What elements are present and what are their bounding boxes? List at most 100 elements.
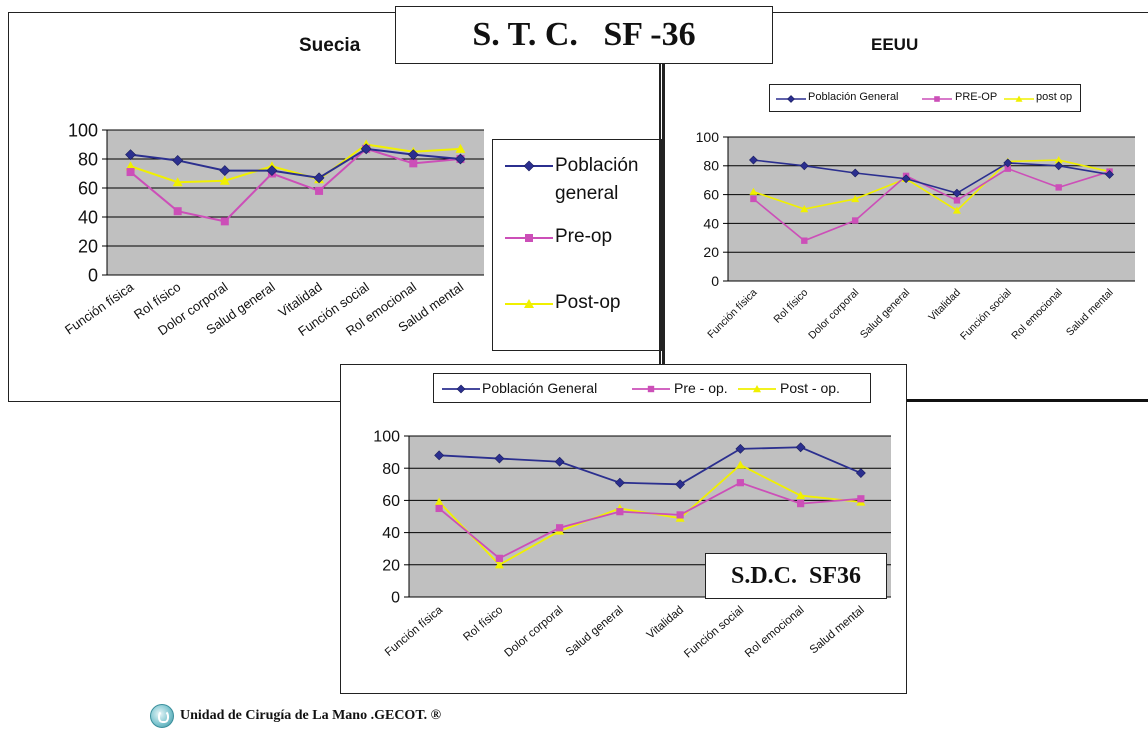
main-title: S. T. C. SF -36 — [472, 16, 696, 53]
data-point-general-sdc — [494, 453, 505, 464]
legend-item-pre-suecia: Pre-op — [555, 226, 613, 247]
legend-item-pre-eeuu: PRE-OP — [955, 91, 998, 103]
data-point-general-sdc — [675, 479, 686, 490]
data-point-general-sdc — [735, 443, 746, 454]
x-tick-label-eeuu: Salud mental — [1064, 287, 1116, 339]
footer: Unidad de Cirugía de La Mano .GECOT. ® — [150, 704, 441, 728]
x-tick-label-eeuu: Función física — [705, 287, 759, 341]
legend-item-post-suecia: Post-op — [555, 292, 621, 313]
data-point-general-eeuu — [901, 174, 911, 184]
y-tick-label-eeuu: 60 — [703, 187, 719, 203]
institution-logo-icon — [150, 704, 174, 728]
sdc-title: S.D.C. SF36 — [730, 562, 862, 589]
legend-marker-pre — [647, 385, 655, 393]
y-tick-label-eeuu: 40 — [703, 215, 719, 231]
footer-text: Unidad de Cirugía de La Mano .GECOT. ® — [180, 708, 442, 723]
x-tick-label-eeuu: Rol físico — [771, 287, 810, 326]
data-point-general-sdc — [855, 468, 866, 478]
data-point-post-eeuu — [1054, 156, 1063, 164]
data-point-pre-eeuu — [750, 195, 757, 203]
x-tick-label-eeuu: Salud general — [858, 287, 912, 341]
data-point-general-suecia — [407, 149, 419, 161]
series-line-pre-eeuu — [752, 167, 1110, 242]
data-point-pre-eeuu — [851, 217, 859, 224]
y-tick-label-eeuu: 80 — [703, 158, 719, 174]
data-point-general-sdc — [554, 456, 565, 467]
legend-eeuu: Población General PRE-OP post op — [769, 84, 1081, 112]
y-tick-label-sdc: 0 — [391, 590, 400, 607]
chart-title-eeuu: EEUU — [871, 35, 919, 54]
y-tick-label-suecia: 0 — [88, 265, 98, 285]
data-point-pre-sdc — [435, 504, 443, 513]
data-point-pre-eeuu — [953, 197, 961, 204]
line-chart-eeuu: 0 20 40 60 80 100 Función física Rol físicoDolo… — [696, 129, 1135, 343]
series-line-general-suecia — [130, 147, 461, 179]
legend-marker-general — [787, 95, 795, 103]
series-line-post-eeuu — [753, 159, 1110, 212]
data-point-pre-sdc — [616, 508, 624, 516]
legend-item-post-eeuu: post op — [1036, 91, 1073, 103]
x-tick-label-sdc: Rol emocional — [743, 604, 807, 660]
legend-item-general-suecia: Población general — [555, 155, 639, 204]
data-point-general-eeuu — [799, 161, 809, 171]
data-point-pre-sdc — [676, 511, 684, 519]
data-point-post-sdc — [494, 560, 504, 569]
y-tick-label-sdc: 60 — [382, 493, 400, 510]
data-point-post-eeuu — [952, 206, 961, 214]
legend-eeuu-symbols — [776, 95, 1034, 103]
legend-marker-general — [523, 160, 535, 172]
data-point-general-suecia — [360, 143, 372, 155]
data-point-pre-eeuu — [1055, 184, 1062, 191]
x-tick-label-eeuu: Rol emocional — [1009, 287, 1065, 343]
y-tick-label-suecia: 100 — [68, 120, 98, 140]
y-tick-label-eeuu: 0 — [711, 273, 719, 289]
data-point-general-sdc — [614, 477, 625, 488]
legend-item-post-sdc: Post - op. — [780, 380, 840, 396]
legend-marker-post — [753, 385, 761, 393]
data-point-general-eeuu — [749, 155, 758, 165]
data-point-general-suecia — [455, 153, 466, 165]
x-tick-label-eeuu: Vitalidad — [926, 287, 963, 324]
x-tick-label-sdc: Salud general — [564, 604, 626, 659]
legend-marker-post — [1015, 95, 1023, 102]
data-point-post-eeuu — [800, 205, 809, 213]
legend-marker-general — [456, 384, 466, 394]
data-point-pre-sdc — [857, 495, 865, 503]
data-point-post-suecia — [455, 143, 466, 153]
data-point-pre-suecia — [173, 207, 182, 216]
plot-area-eeuu — [728, 137, 1135, 281]
data-point-pre-suecia — [409, 159, 418, 168]
x-tick-label-eeuu: Dolor corporal — [806, 287, 861, 342]
y-tick-label-sdc: 100 — [373, 429, 400, 446]
data-point-post-suecia — [172, 177, 183, 187]
data-point-pre-sdc — [797, 500, 805, 508]
data-point-post-suecia — [219, 175, 230, 185]
x-tick-label-sdc: Rol físico — [461, 604, 505, 644]
sdc-title-box: S.D.C. SF36 — [705, 553, 887, 599]
data-point-general-eeuu — [1003, 158, 1013, 168]
y-tick-label-sdc: 80 — [382, 461, 400, 478]
y-tick-label-eeuu: 20 — [703, 244, 719, 260]
legend-suecia-symbols — [505, 160, 553, 308]
legend-marker-pre — [934, 96, 940, 102]
y-tick-label-suecia: 20 — [78, 236, 98, 256]
panel-divider — [659, 58, 665, 366]
data-point-general-suecia — [172, 155, 184, 166]
chart-panel-sdc: Población General Pre - op. Post - op. 0… — [340, 364, 907, 694]
data-point-pre-sdc — [556, 524, 564, 532]
data-point-pre-sdc — [736, 479, 744, 487]
y-tick-label-suecia: 80 — [78, 149, 98, 169]
x-tick-label-suecia: Función física — [62, 279, 137, 338]
series-line-pre-sdc — [438, 481, 861, 560]
legend-sdc-symbols — [442, 384, 776, 394]
series-line-general-eeuu — [753, 159, 1110, 195]
data-point-general-suecia — [125, 149, 136, 161]
legend-item-general-eeuu: Población General — [808, 91, 899, 103]
data-point-post-eeuu — [749, 187, 758, 195]
legend-marker-pre — [525, 234, 533, 242]
data-point-pre-suecia — [126, 168, 135, 177]
x-tick-label-sdc: Vitalidad — [645, 604, 686, 641]
x-tick-label-sdc: Dolor corporal — [503, 604, 566, 660]
data-point-general-eeuu — [1105, 170, 1114, 179]
